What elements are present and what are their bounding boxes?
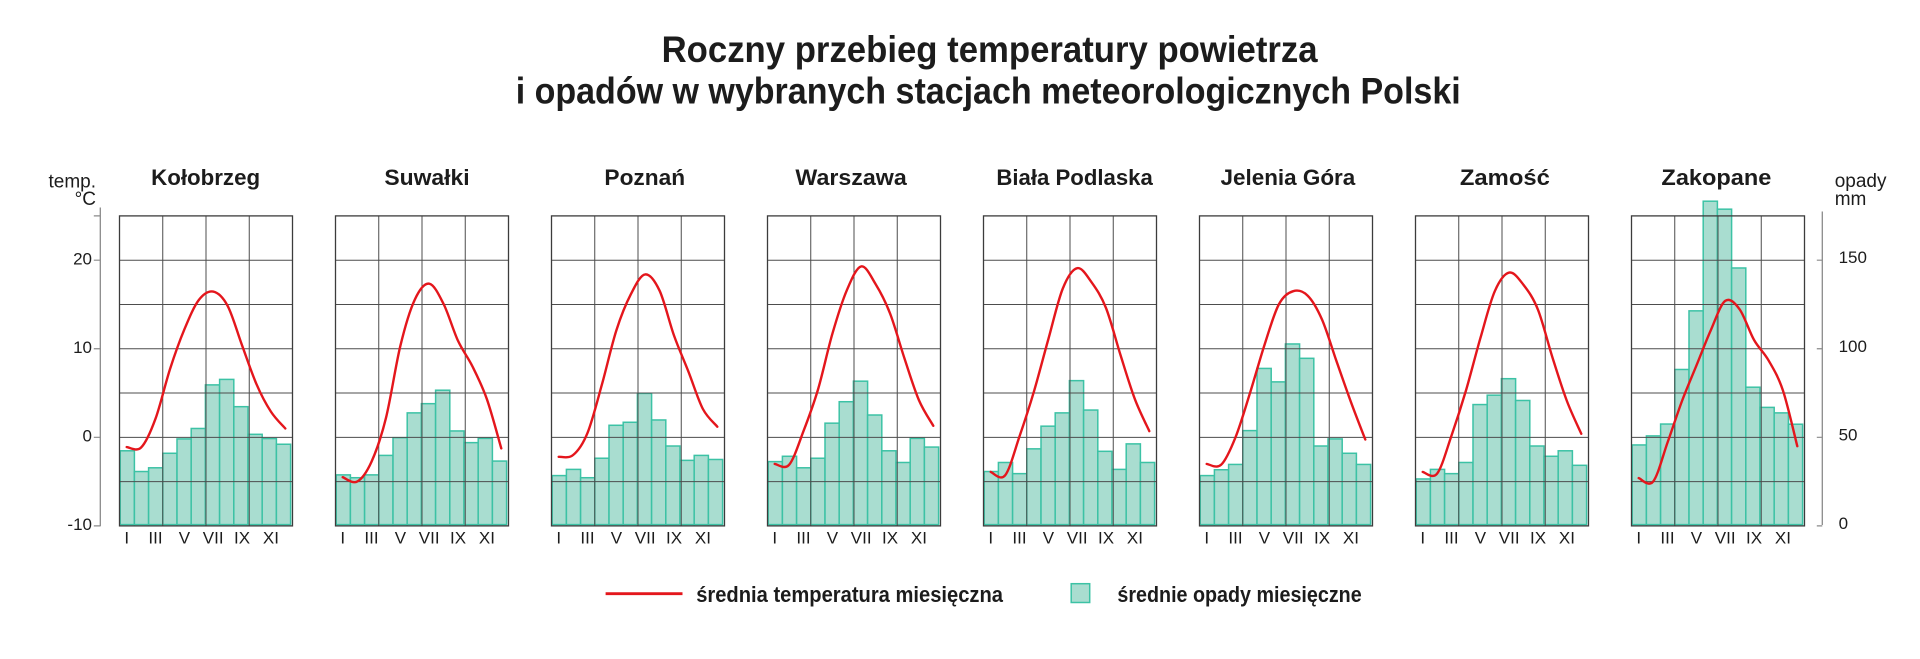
svg-text:I: I (124, 528, 129, 547)
svg-text:Poznań: Poznań (604, 165, 685, 190)
svg-text:III: III (1660, 528, 1674, 547)
svg-text:XI: XI (1127, 528, 1143, 547)
svg-text:IX: IX (450, 528, 466, 547)
svg-text:VII: VII (635, 528, 656, 547)
svg-text:IX: IX (1314, 528, 1330, 547)
svg-text:IX: IX (882, 528, 898, 547)
svg-text:IX: IX (234, 528, 250, 547)
svg-text:VII: VII (1067, 528, 1088, 547)
svg-text:Biała Podlaska: Biała Podlaska (996, 165, 1153, 190)
svg-text:Zakopane: Zakopane (1661, 165, 1771, 190)
svg-text:III: III (148, 528, 162, 547)
svg-text:III: III (796, 528, 810, 547)
svg-text:i opadów w wybranych stacjach: i opadów w wybranych stacjach meteorolog… (516, 71, 1461, 112)
svg-text:I: I (1420, 528, 1425, 547)
svg-text:Kołobrzeg: Kołobrzeg (151, 165, 260, 190)
svg-text:I: I (988, 528, 993, 547)
svg-text:V: V (1475, 528, 1487, 547)
svg-text:mm: mm (1835, 189, 1867, 210)
svg-text:V: V (1043, 528, 1055, 547)
svg-text:Roczny przebieg temperatury po: Roczny przebieg temperatury powietrza (662, 29, 1318, 70)
svg-text:XI: XI (695, 528, 711, 547)
svg-text:XI: XI (479, 528, 495, 547)
svg-text:0: 0 (1839, 514, 1848, 533)
svg-text:I: I (556, 528, 561, 547)
svg-text:50: 50 (1839, 425, 1858, 444)
svg-text:150: 150 (1839, 248, 1867, 267)
svg-text:III: III (580, 528, 594, 547)
svg-text:III: III (364, 528, 378, 547)
svg-text:VII: VII (419, 528, 440, 547)
svg-text:XI: XI (1559, 528, 1575, 547)
svg-text:VII: VII (1499, 528, 1520, 547)
svg-text:V: V (179, 528, 191, 547)
svg-text:VII: VII (851, 528, 872, 547)
svg-text:XI: XI (1343, 528, 1359, 547)
svg-text:IX: IX (1098, 528, 1114, 547)
svg-text:V: V (1691, 528, 1703, 547)
svg-text:°C: °C (75, 189, 96, 210)
svg-text:V: V (827, 528, 839, 547)
svg-text:III: III (1012, 528, 1026, 547)
svg-text:opady: opady (1835, 171, 1887, 192)
svg-text:I: I (772, 528, 777, 547)
svg-text:-10: -10 (67, 515, 92, 534)
svg-text:V: V (395, 528, 407, 547)
svg-text:XI: XI (911, 528, 927, 547)
svg-text:VII: VII (1283, 528, 1304, 547)
svg-text:I: I (1204, 528, 1209, 547)
svg-text:IX: IX (1746, 528, 1762, 547)
svg-text:V: V (611, 528, 623, 547)
svg-text:I: I (340, 528, 345, 547)
svg-text:Suwałki: Suwałki (384, 165, 469, 190)
svg-text:Zamość: Zamość (1460, 165, 1550, 190)
svg-text:0: 0 (83, 427, 92, 446)
svg-text:20: 20 (73, 249, 92, 268)
svg-text:IX: IX (1530, 528, 1546, 547)
svg-text:III: III (1444, 528, 1458, 547)
svg-text:10: 10 (73, 338, 92, 357)
svg-text:Warszawa: Warszawa (795, 165, 907, 190)
svg-text:V: V (1259, 528, 1271, 547)
svg-text:XI: XI (1775, 528, 1791, 547)
svg-text:III: III (1228, 528, 1242, 547)
svg-text:Jelenia Góra: Jelenia Góra (1221, 165, 1356, 190)
svg-text:średnia temperatura miesięczna: średnia temperatura miesięczna (696, 582, 1003, 607)
svg-text:I: I (1636, 528, 1641, 547)
svg-text:100: 100 (1839, 337, 1867, 356)
svg-text:VII: VII (203, 528, 224, 547)
svg-text:średnie opady miesięczne: średnie opady miesięczne (1117, 582, 1361, 607)
svg-text:XI: XI (263, 528, 279, 547)
svg-text:VII: VII (1715, 528, 1736, 547)
svg-text:temp.: temp. (48, 172, 96, 193)
svg-text:IX: IX (666, 528, 682, 547)
